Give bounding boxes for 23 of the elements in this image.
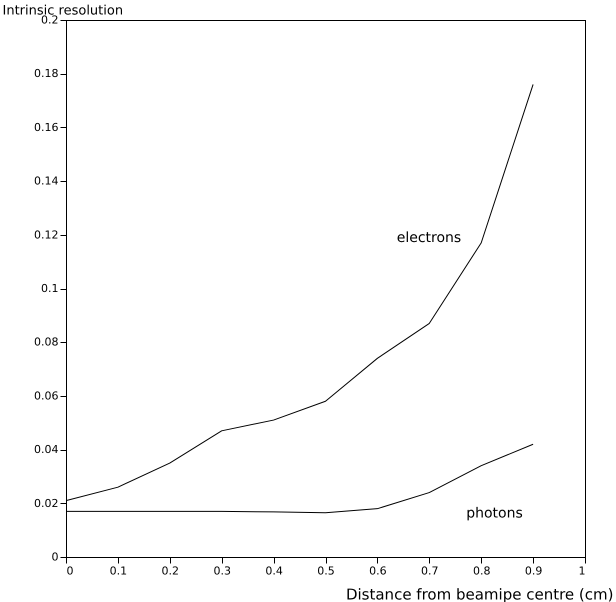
y-tick-label: 0.16 xyxy=(34,120,58,134)
y-tick-label: 0.02 xyxy=(34,496,58,510)
x-tick-label: 0.2 xyxy=(162,564,180,578)
x-tick-label: 0.8 xyxy=(472,564,490,578)
y-tick-label: 0.14 xyxy=(34,174,58,188)
text: photons xyxy=(466,506,523,522)
y-tick-label: 0.06 xyxy=(34,389,58,402)
y-tick-label: 0.08 xyxy=(34,336,58,349)
x-tick-label: 0.9 xyxy=(524,564,542,578)
x-tick-label: 0.5 xyxy=(317,564,335,578)
y-tick-label: 0.12 xyxy=(34,228,58,242)
series-label: electrons xyxy=(396,230,462,246)
x-tick-label: 1 xyxy=(578,564,586,578)
x-tick-label: 0.3 xyxy=(213,564,231,578)
y-tick-label: 0.18 xyxy=(34,67,58,80)
x-tick-label: 0.6 xyxy=(369,564,387,578)
x-tick-label: 0.4 xyxy=(265,564,283,578)
x-tick-label: 0.1 xyxy=(110,564,128,578)
x-tick-label: 0.7 xyxy=(421,564,439,578)
y-tick-label: 0.04 xyxy=(34,443,58,456)
y-tick-label: 0 xyxy=(52,550,58,564)
y-tick-label: 0.1 xyxy=(41,282,58,295)
x-tick-label: 0 xyxy=(66,564,74,578)
